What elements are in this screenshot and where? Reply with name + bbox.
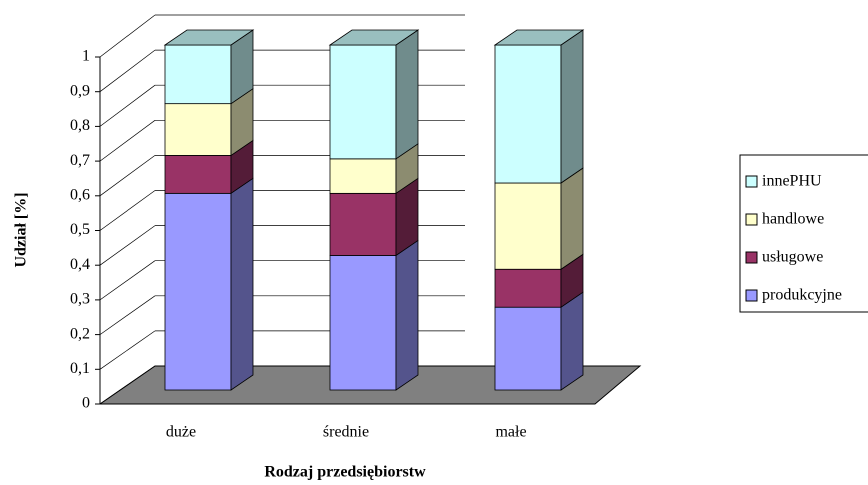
grid-line (99, 365, 156, 405)
y-tick-label: 0,6 (70, 186, 90, 203)
legend-swatch (745, 175, 758, 188)
y-tick-label: 0,9 (70, 82, 90, 99)
x-tick-label: średnie (323, 424, 369, 441)
legend-label: handlowe (762, 211, 824, 228)
legend-swatch (745, 213, 758, 226)
bar-top (493, 29, 585, 46)
x-axis-title: Rodzaj przedsiębiorstw (264, 464, 426, 481)
bar-segment (494, 268, 562, 308)
bar-side (395, 239, 419, 391)
bar-segment (164, 103, 232, 156)
legend-label: produkcyjne (762, 287, 842, 304)
bar-segment (329, 255, 397, 391)
legend-swatch (745, 251, 758, 264)
bar-segment (494, 44, 562, 184)
bar-segment (329, 44, 397, 160)
bar-side (560, 29, 584, 184)
y-tick-label: 0,3 (70, 291, 90, 308)
bar-side (560, 167, 584, 271)
legend-label: innePHU (762, 173, 822, 190)
grid-line (99, 190, 156, 231)
y-tick-label: 0 (82, 395, 90, 412)
bar-segment (164, 154, 232, 194)
y-tick-label: 0,4 (70, 256, 90, 273)
bar-side (560, 291, 584, 391)
x-tick-label: duże (166, 424, 196, 441)
bar-segment (329, 158, 397, 194)
legend-box (739, 154, 868, 313)
y-tick-label: 0,8 (70, 117, 90, 134)
bar-segment (494, 182, 562, 270)
bar-top (163, 29, 255, 46)
grid-line (99, 120, 156, 162)
y-tick-label: 0,7 (70, 152, 90, 169)
bar-side (230, 177, 254, 391)
bar-segment (164, 44, 232, 105)
grid-line (99, 295, 156, 335)
x-tick-label: małe (495, 424, 526, 441)
y-tick-label: 0,5 (70, 221, 90, 238)
grid-line (99, 260, 156, 301)
grid-line (99, 49, 156, 92)
y-axis-title: Udział [%] (13, 192, 30, 267)
legend-label: usługowe (762, 249, 823, 266)
legend-swatch (745, 289, 758, 302)
grid-line (99, 330, 156, 370)
bar-top (328, 29, 420, 46)
grid-line (99, 14, 156, 58)
grid-line (99, 225, 156, 266)
y-tick-label: 1 (82, 48, 90, 65)
bar-side (395, 29, 419, 160)
bar-segment (164, 192, 232, 391)
bar-segment (494, 306, 562, 391)
y-tick-label: 0,1 (70, 360, 90, 377)
grid-line (99, 155, 156, 197)
grid-line (99, 84, 156, 127)
bar-segment (329, 192, 397, 256)
y-tick-label: 0,2 (70, 325, 90, 342)
